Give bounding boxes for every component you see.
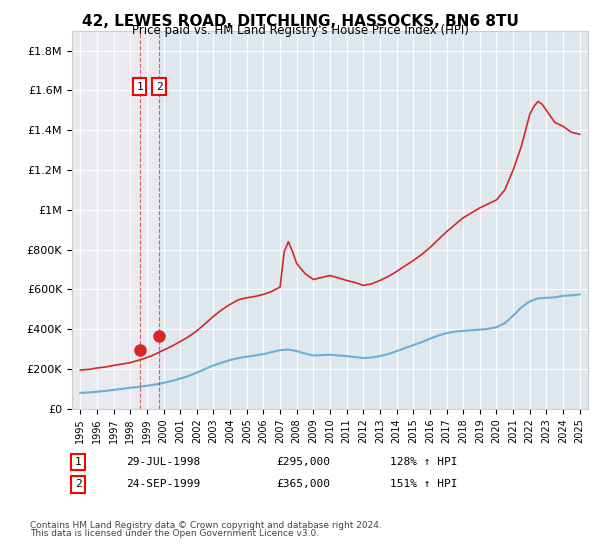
Text: 42, LEWES ROAD, DITCHLING, HASSOCKS, BN6 8TU: 42, LEWES ROAD, DITCHLING, HASSOCKS, BN6… [82,14,518,29]
Text: 24-SEP-1999: 24-SEP-1999 [126,479,200,489]
Text: 1: 1 [74,457,82,467]
Text: 29-JUL-1998: 29-JUL-1998 [126,457,200,467]
Text: This data is licensed under the Open Government Licence v3.0.: This data is licensed under the Open Gov… [30,529,319,538]
Text: 2: 2 [155,82,163,91]
Text: 2: 2 [74,479,82,489]
Bar [159,31,588,409]
Text: Price paid vs. HM Land Registry's House Price Index (HPI): Price paid vs. HM Land Registry's House … [131,24,469,36]
Text: 128% ↑ HPI: 128% ↑ HPI [390,457,458,467]
Text: £365,000: £365,000 [276,479,330,489]
Text: Contains HM Land Registry data © Crown copyright and database right 2024.: Contains HM Land Registry data © Crown c… [30,521,382,530]
Text: £295,000: £295,000 [276,457,330,467]
Text: 1: 1 [136,82,143,91]
Text: 151% ↑ HPI: 151% ↑ HPI [390,479,458,489]
